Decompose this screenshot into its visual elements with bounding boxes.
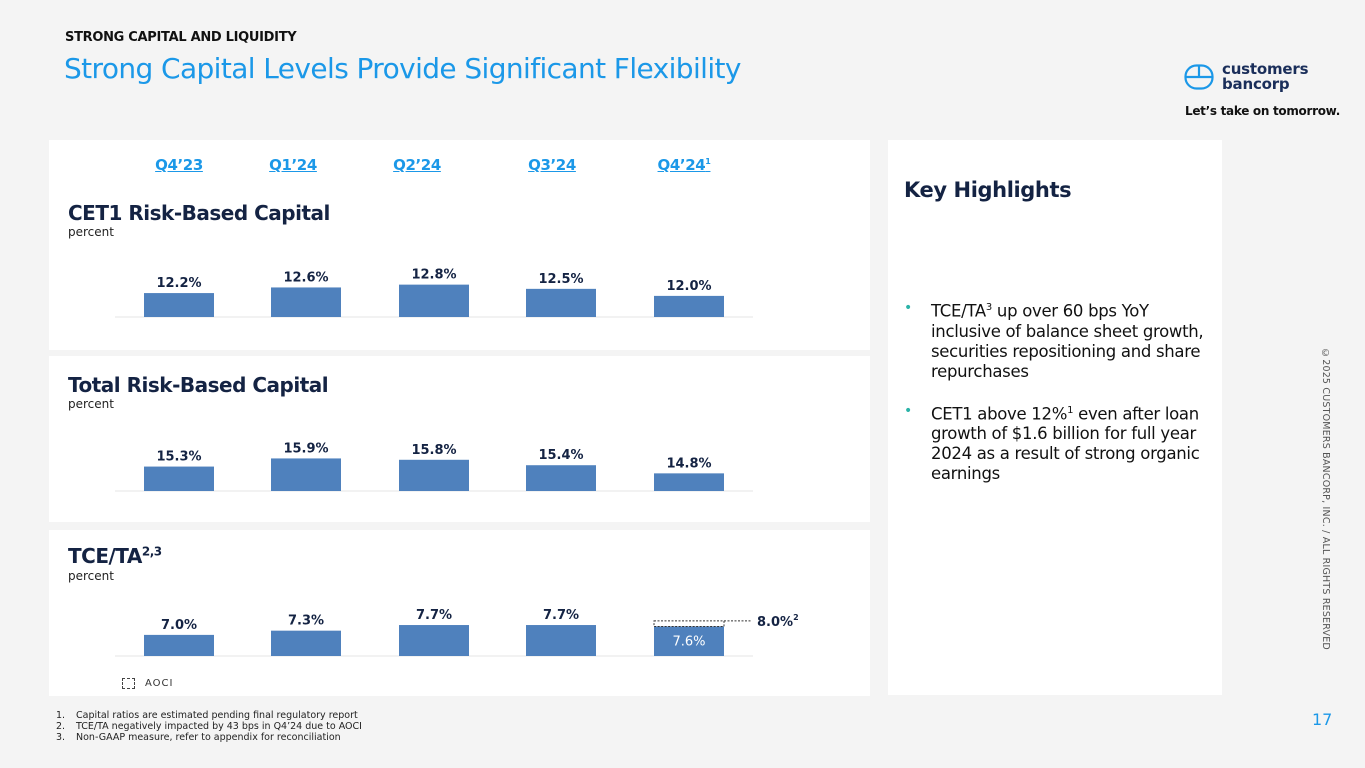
chart-title: Total Risk-Based Capital bbox=[68, 373, 329, 397]
bar-Q2'24 bbox=[399, 459, 469, 491]
chart-subtitle: percent bbox=[68, 225, 114, 239]
section-eyebrow: STRONG CAPITAL AND LIQUIDITY bbox=[65, 30, 297, 45]
quarter-header: Q4’23 Q1’24 Q2’24 Q3’24 Q4’241 bbox=[49, 140, 870, 180]
bar-value-label: 15.8% bbox=[411, 443, 456, 458]
chart-title: CET1 Risk-Based Capital bbox=[68, 201, 330, 225]
chart-subtitle: percent bbox=[68, 569, 114, 583]
brand-name-line1: customers bbox=[1222, 60, 1309, 78]
cet1-chart-panel: Q4’23 Q1’24 Q2’24 Q3’24 Q4’241 CET1 Risk… bbox=[49, 140, 870, 350]
cet1-bar-chart: 12.2% 12.6% 12.8% 12.5% 12.0% bbox=[115, 268, 753, 318]
bar-value-label: 15.4% bbox=[538, 448, 583, 463]
bullet-icon: • bbox=[904, 300, 912, 316]
aoci-adjusted-label: 8.0%2 bbox=[757, 613, 799, 630]
footnote-marker: 2 bbox=[793, 613, 799, 622]
page-title: Strong Capital Levels Provide Significan… bbox=[64, 52, 741, 85]
bar-value-label: 15.3% bbox=[156, 450, 201, 465]
chart-legend: AOCI bbox=[122, 678, 173, 689]
copyright-notice: ©2025 CUSTOMERS BANCORP, INC. / ALL RIGH… bbox=[1320, 348, 1331, 650]
key-highlights-panel: Key Highlights • TCE/TA3 up over 60 bps … bbox=[888, 140, 1222, 695]
chart-title: TCE/TA2,3 bbox=[68, 544, 162, 568]
bar-value-label: 12.6% bbox=[283, 270, 328, 285]
bullet-icon: • bbox=[904, 402, 912, 419]
bar-Q1'24 bbox=[271, 630, 341, 656]
bar-Q1'24 bbox=[271, 287, 341, 317]
bar-Q3'24 bbox=[526, 465, 596, 491]
quarter-label: Q1’24 bbox=[269, 156, 317, 174]
total-rbc-bar-chart: 15.3% 15.9% 15.8% 15.4% 14.8% bbox=[115, 441, 753, 492]
bar-value-label: 7.6% bbox=[672, 634, 705, 649]
bar-value-label: 15.9% bbox=[283, 441, 328, 456]
bar-Q4'24 bbox=[654, 295, 724, 317]
footnote: 1. Capital ratios are estimated pending f… bbox=[56, 710, 358, 721]
quarter-label: Q4’241 bbox=[657, 156, 711, 174]
quarter-label: Q4’23 bbox=[155, 156, 203, 174]
tce-ta-chart-panel: TCE/TA2,3 percent 7.0% 7.3% 7.7% 7.7% 7.6% 8.… bbox=[49, 530, 870, 696]
brand-name-line2: bancorp bbox=[1222, 75, 1290, 93]
bar-value-label: 12.2% bbox=[156, 276, 201, 291]
bar-value-label: 12.0% bbox=[666, 279, 711, 294]
bar-Q4'23 bbox=[144, 293, 214, 317]
footnotes: 1. Capital ratios are estimated pending f… bbox=[56, 710, 362, 743]
quarter-label: Q3’24 bbox=[528, 156, 576, 174]
bar-value-label: 12.5% bbox=[538, 272, 583, 287]
footnote: 3. Non-GAAP measure, refer to appendix fo… bbox=[56, 732, 341, 743]
customers-bancorp-logo-icon bbox=[1184, 64, 1214, 90]
tce-ta-bar-chart: 7.0% 7.3% 7.7% 7.7% 7.6% 8.0%2 bbox=[115, 608, 799, 657]
page-number: 17 bbox=[1312, 710, 1333, 729]
bar-Q1'24 bbox=[271, 458, 341, 491]
bar-value-label: 7.7% bbox=[543, 608, 579, 623]
aoci-segment bbox=[653, 620, 725, 627]
footnote: 2. TCE/TA negatively impacted by 43 bps i… bbox=[56, 721, 362, 732]
bar-value-label: 7.3% bbox=[288, 614, 324, 629]
bar-value-label: 12.8% bbox=[411, 268, 456, 283]
bar-value-label: 7.0% bbox=[161, 618, 197, 633]
bar-Q3'24 bbox=[526, 625, 596, 656]
aoci-legend-swatch bbox=[122, 678, 135, 689]
total-rbc-chart-panel: Total Risk-Based Capital percent 15.3% 15… bbox=[49, 356, 870, 522]
highlight-item: • CET1 above 12%1 even after loan growth… bbox=[904, 402, 1200, 484]
bar-Q3'24 bbox=[526, 288, 596, 317]
chart-subtitle: percent bbox=[68, 397, 114, 411]
highlight-item: • TCE/TA3 up over 60 bps YoY inclusive o… bbox=[904, 300, 1204, 381]
bar-Q4'24 bbox=[654, 473, 724, 491]
bar-Q2'24 bbox=[399, 284, 469, 317]
bar-Q4'23 bbox=[144, 634, 214, 656]
bar-Q4'24 bbox=[654, 626, 724, 656]
bar-Q4'23 bbox=[144, 466, 214, 491]
key-highlights-list: • TCE/TA3 up over 60 bps YoY inclusive o… bbox=[904, 298, 1204, 503]
quarter-label: Q2’24 bbox=[393, 156, 441, 174]
brand-tagline: Let’s take on tomorrow. bbox=[1185, 104, 1340, 118]
bar-Q2'24 bbox=[399, 625, 469, 656]
brand-logo: customers bancorp bbox=[1184, 60, 1309, 93]
bar-value-label: 14.8% bbox=[666, 456, 711, 471]
key-highlights-title: Key Highlights bbox=[904, 178, 1072, 202]
bar-value-label: 7.7% bbox=[416, 608, 452, 623]
legend-label: AOCI bbox=[145, 678, 174, 689]
